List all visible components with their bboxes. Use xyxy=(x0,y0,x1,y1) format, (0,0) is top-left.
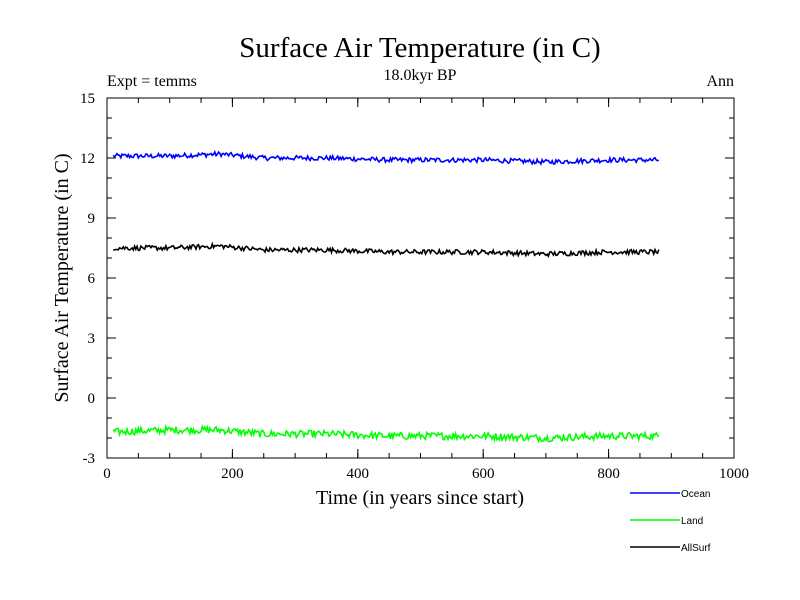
y-tick-label: 15 xyxy=(80,91,95,107)
y-tick-label: 0 xyxy=(88,391,96,407)
y-tick-label: 3 xyxy=(88,331,96,347)
y-axis-label: Surface Air Temperature (in C) xyxy=(51,153,73,402)
x-tick-label: 0 xyxy=(103,466,111,482)
legend: Ocean Land AllSurf xyxy=(630,489,711,554)
x-tick-label: 800 xyxy=(597,466,620,482)
plot-frame xyxy=(106,97,735,459)
x-tick-label: 1000 xyxy=(719,466,749,482)
x-tick-label: 200 xyxy=(221,466,244,482)
data-series xyxy=(112,150,660,444)
legend-label-allsurf: AllSurf xyxy=(681,543,711,554)
period-label: Ann xyxy=(706,73,734,90)
x-axis-ticks: 0 200 400 600 800 1000 xyxy=(103,98,749,482)
legend-label-ocean: Ocean xyxy=(681,489,710,500)
series-line-land xyxy=(112,423,660,444)
chart-subtitle: 18.0kyr BP xyxy=(384,67,457,84)
x-axis-label: Time (in years since start) xyxy=(316,487,524,509)
series-line-allsurf xyxy=(113,241,660,259)
y-tick-label: 12 xyxy=(80,151,95,167)
x-tick-label: 600 xyxy=(472,466,495,482)
y-tick-label: 6 xyxy=(88,271,96,287)
chart-title: Surface Air Temperature (in C) xyxy=(239,32,600,64)
x-tick-label: 400 xyxy=(347,466,370,482)
y-axis-ticks: -3 0 3 6 9 12 15 xyxy=(80,91,734,467)
y-tick-label: -3 xyxy=(83,451,96,467)
y-tick-label: 9 xyxy=(88,211,96,227)
legend-label-land: Land xyxy=(681,516,703,527)
experiment-label: Expt = temms xyxy=(107,73,197,90)
series-line-ocean xyxy=(112,150,659,166)
